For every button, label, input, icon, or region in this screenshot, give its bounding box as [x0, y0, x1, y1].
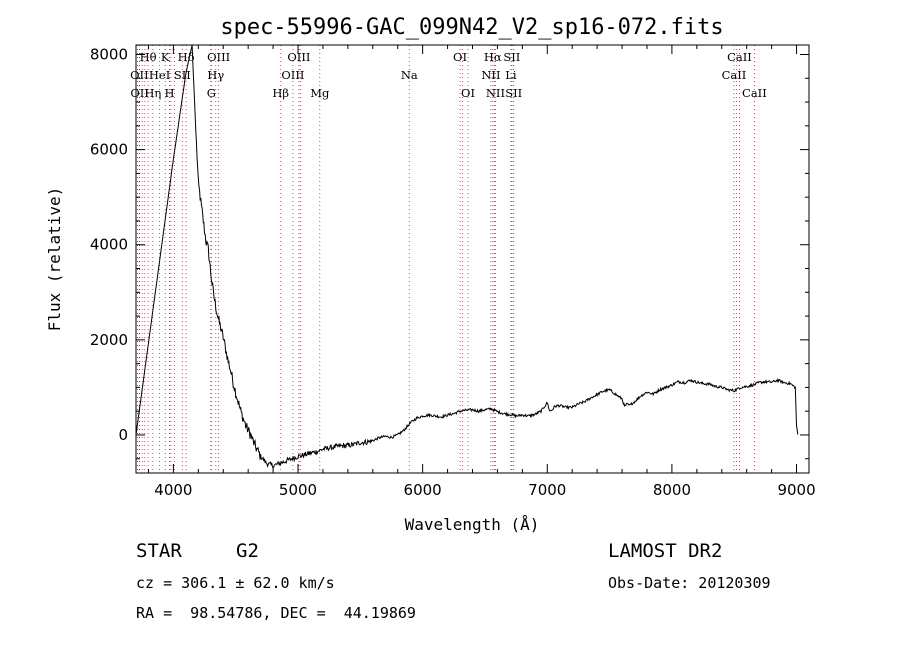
x-tick-label: 8000: [653, 481, 691, 499]
spectral-line-label: NII: [481, 68, 500, 82]
spectral-line-label: OIII: [287, 50, 310, 64]
y-tick-label: 6000: [90, 141, 128, 159]
x-tick-label: 4000: [154, 481, 192, 499]
y-tick-label: 8000: [90, 46, 128, 64]
spectral-line-label: G: [207, 86, 216, 100]
spectral-line-label: Li: [505, 68, 517, 82]
spectral-line-label: Hα: [484, 50, 502, 64]
ra-dec: RA = 98.54786, DEC = 44.19869: [136, 604, 416, 622]
x-tick-label: 9000: [777, 481, 815, 499]
x-tick-label: 5000: [279, 481, 317, 499]
y-tick-label: 4000: [90, 236, 128, 254]
redshift-cz: cz = 306.1 ± 62.0 km/s: [136, 574, 335, 592]
spectral-line-label: OII: [130, 68, 149, 82]
spectral-line-label: Hβ: [272, 86, 289, 100]
spectral-line-label: SII: [505, 86, 522, 100]
spectral-line-label: HeI: [149, 68, 170, 82]
axis-ticks: 4000 5000 6000 7000 8000 9000 0 2000 4000 6000 800…: [90, 45, 816, 499]
spectral-line-label: NII: [486, 86, 505, 100]
chart-title: spec-55996-GAC_099N42_V2_sp16-072.fits: [220, 15, 723, 40]
spectral-line-label: Mg: [310, 86, 330, 100]
spectral-line-label: CaII: [722, 68, 747, 82]
object-class: STAR: [136, 540, 182, 562]
flux-line: [135, 44, 799, 471]
spectral-line-label: OIII: [207, 50, 230, 64]
obs-date: Obs-Date: 20120309: [608, 574, 771, 592]
spectral-line-label: OII: [130, 86, 149, 100]
spectral-line-label: OIII: [281, 68, 304, 82]
spectral-line-label: Na: [401, 68, 418, 82]
spectral-line-markers: [137, 45, 755, 473]
spectral-line-label: OI: [453, 50, 467, 64]
x-tick-label: 7000: [528, 481, 566, 499]
flux-series: [135, 44, 799, 471]
object-subclass: G2: [236, 540, 259, 562]
spectral-line-label: Hγ: [207, 68, 224, 82]
y-axis-label: Flux (relative): [45, 187, 64, 332]
spectral-line-label: SII: [503, 50, 520, 64]
spectral-line-label: H: [165, 86, 175, 100]
spectral-line-label: CaII: [742, 86, 767, 100]
spectral-line-label: SII: [174, 68, 191, 82]
x-tick-label: 6000: [404, 481, 442, 499]
y-tick-label: 0: [118, 426, 128, 444]
spectral-line-label: K: [161, 50, 170, 64]
x-axis-label: Wavelength (Å): [405, 515, 540, 534]
spectral-line-label: CaII: [727, 50, 752, 64]
spectral-line-label: Hθ: [140, 50, 157, 64]
spectral-line-label: Hη: [144, 86, 161, 100]
y-tick-label: 2000: [90, 331, 128, 349]
spectral-line-label: OI: [461, 86, 475, 100]
survey-name: LAMOST DR2: [608, 540, 723, 562]
